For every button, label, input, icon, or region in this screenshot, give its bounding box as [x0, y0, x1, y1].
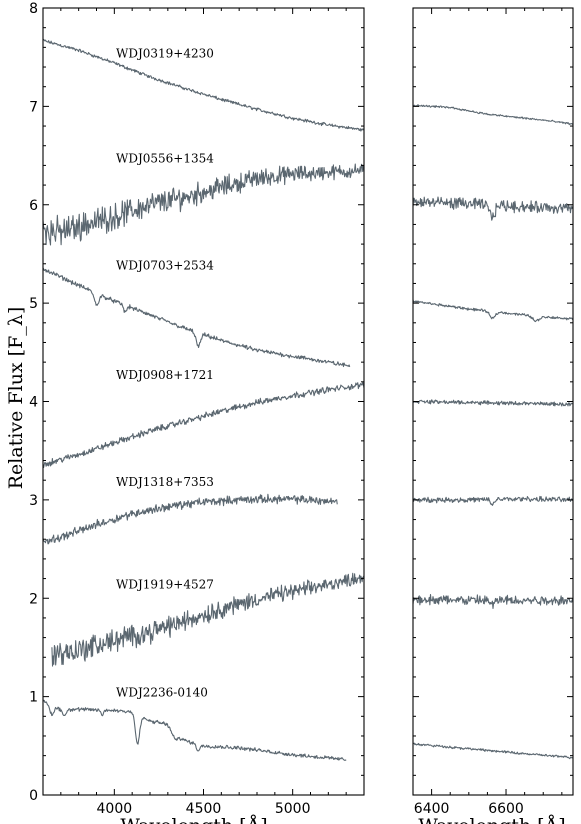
series-label: WDJ0319+4230 — [116, 46, 214, 60]
spectrum-wdj1318+7353-blue — [43, 493, 338, 545]
spectrum-wdj0703+2534-blue — [43, 267, 351, 368]
y-tick-label: 2 — [29, 591, 38, 607]
x-tick-label: 6400 — [414, 801, 450, 817]
spectrum-wdj1919+4527-blue — [51, 572, 364, 667]
spectrum-wdj2236-0140-red — [413, 742, 573, 760]
series-label: WDJ0556+1354 — [116, 152, 214, 166]
y-tick-label: 7 — [29, 99, 38, 115]
spectrum-wdj0319+4230-red — [413, 104, 573, 126]
panel-red: 6400 6600 — [412, 7, 574, 817]
spectrum-wdj0908+1721-blue — [43, 381, 364, 469]
y-tick-label: 0 — [29, 788, 38, 804]
series-label: WDJ1919+4527 — [116, 578, 214, 592]
panel-blue: WDJ0319+4230 WDJ0556+1354 WDJ0703+2534 WDJ0… — [29, 1, 365, 817]
x-tick-label: 4500 — [186, 801, 222, 817]
y-tick-label: 3 — [29, 493, 38, 509]
spectrum-wdj1919+4527-red — [413, 594, 573, 609]
series-label: WDJ0908+1721 — [116, 368, 214, 382]
spectrum-wdj0908+1721-red — [413, 399, 573, 407]
series-label: WDJ1318+7353 — [116, 475, 214, 489]
spectrum-wdj0556+1354-red — [413, 196, 573, 221]
spectrum-wdj0703+2534-red — [413, 299, 573, 323]
y-tick-label: 6 — [29, 198, 38, 214]
x-tick-label: 6600 — [488, 801, 524, 817]
x-tick-label: 5000 — [275, 801, 311, 817]
spectrum-wdj1318+7353-red — [413, 495, 573, 506]
y-tick-label: 5 — [29, 296, 38, 312]
series-label: WDJ2236-0140 — [116, 686, 208, 700]
y-axis-label: Relative Flux [F_λ] — [5, 307, 27, 490]
x-axis-label-blue: Wavelength [Å] — [120, 815, 267, 824]
spectrum-wdj0556+1354-blue — [43, 163, 364, 246]
plot-frame — [42, 7, 365, 796]
spectrum-wdj2236-0140-blue — [43, 699, 347, 761]
y-tick-label: 1 — [29, 690, 38, 706]
x-tick-label: 4000 — [97, 801, 133, 817]
y-tick-label: 8 — [29, 1, 38, 17]
series-label: WDJ0703+2534 — [116, 259, 214, 273]
spectrum-wdj0319+4230-blue — [43, 38, 364, 132]
y-tick-label: 4 — [29, 395, 38, 411]
x-axis-label-red: Wavelength [Å] — [418, 815, 565, 824]
